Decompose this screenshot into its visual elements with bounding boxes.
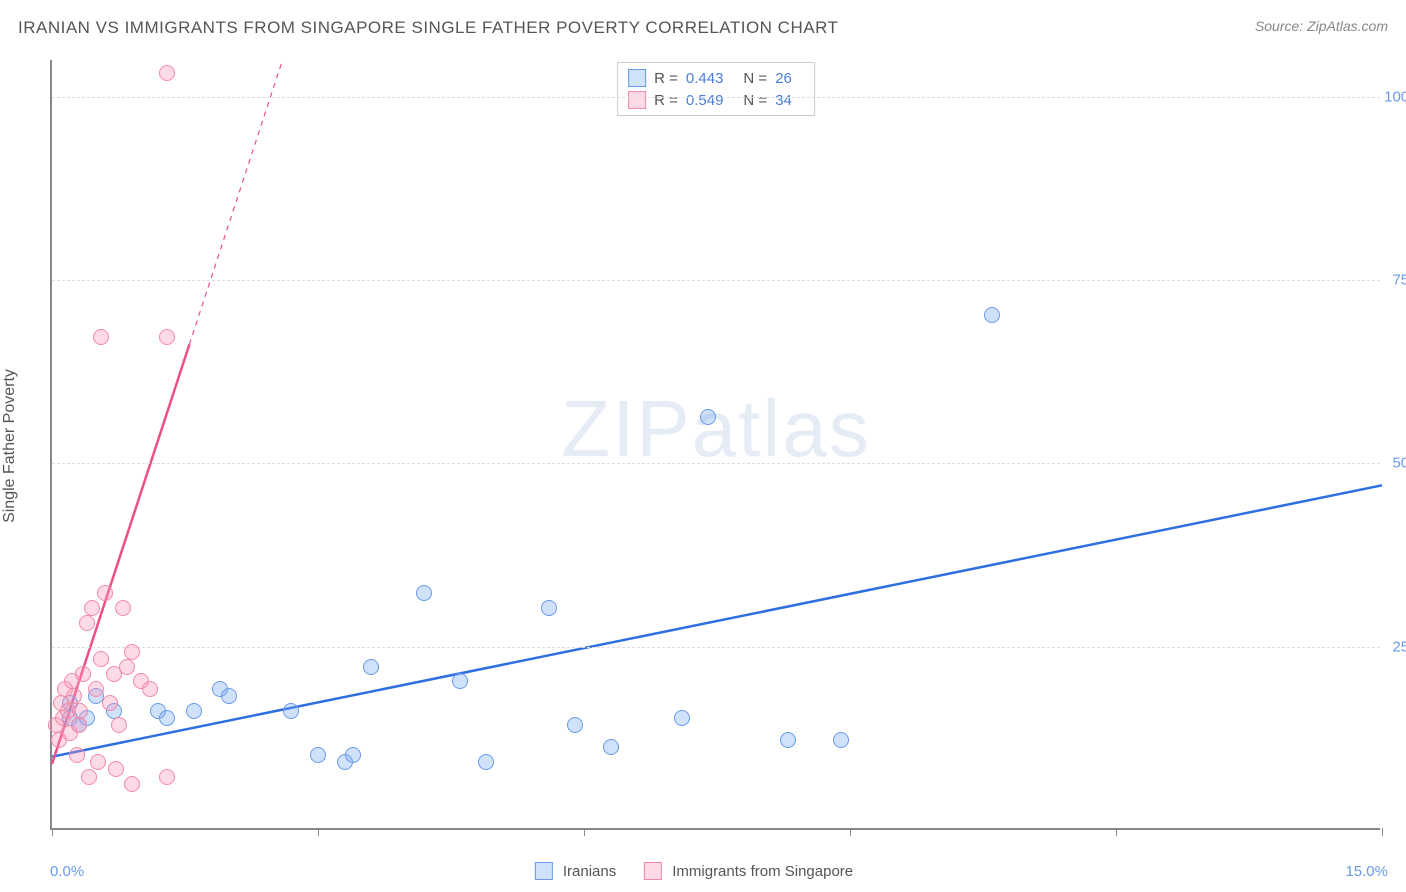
data-point [93, 329, 109, 345]
data-point [541, 600, 557, 616]
x-tick [318, 828, 319, 836]
trend-line [52, 485, 1382, 756]
data-point [984, 307, 1000, 323]
chart-title: IRANIAN VS IMMIGRANTS FROM SINGAPORE SIN… [18, 18, 838, 38]
y-tick-label: 25.0% [1392, 638, 1406, 655]
data-point [81, 769, 97, 785]
gridline [52, 97, 1380, 98]
data-point [674, 710, 690, 726]
data-point [452, 673, 468, 689]
data-point [108, 761, 124, 777]
y-tick-label: 50.0% [1392, 455, 1406, 472]
gridline [52, 647, 1380, 648]
data-point [159, 769, 175, 785]
legend-r-value: 0.443 [686, 70, 724, 87]
legend-swatch [644, 862, 662, 880]
data-point [603, 739, 619, 755]
trend-line-dashed [189, 60, 282, 344]
data-point [221, 688, 237, 704]
data-point [345, 747, 361, 763]
legend-swatch [628, 69, 646, 87]
gridline [52, 280, 1380, 281]
data-point [115, 600, 131, 616]
legend-n-label: N = [743, 92, 767, 109]
data-point [478, 754, 494, 770]
data-point [780, 732, 796, 748]
chart-container: IRANIAN VS IMMIGRANTS FROM SINGAPORE SIN… [0, 0, 1406, 892]
data-point [124, 644, 140, 660]
trend-lines-layer [52, 60, 1380, 828]
source-attribution: Source: ZipAtlas.com [1255, 18, 1388, 34]
data-point [363, 659, 379, 675]
y-axis-label: Single Father Poverty [1, 369, 19, 523]
data-point [124, 776, 140, 792]
data-point [90, 754, 106, 770]
data-point [69, 747, 85, 763]
x-axis-max-label: 15.0% [1345, 863, 1388, 880]
legend-series-name: Iranians [563, 863, 616, 880]
data-point [84, 600, 100, 616]
data-point [567, 717, 583, 733]
legend-r-label: R = [654, 92, 678, 109]
correlation-legend: R = 0.443 N = 26 R = 0.549 N = 34 [617, 62, 815, 116]
legend-n-value: 34 [775, 92, 792, 109]
data-point [97, 585, 113, 601]
data-point [119, 659, 135, 675]
x-tick [584, 828, 585, 836]
data-point [79, 615, 95, 631]
legend-r-value: 0.549 [686, 92, 724, 109]
data-point [159, 329, 175, 345]
legend-row: R = 0.443 N = 26 [628, 67, 804, 89]
x-tick [1116, 828, 1117, 836]
data-point [159, 65, 175, 81]
legend-n-label: N = [743, 70, 767, 87]
data-point [310, 747, 326, 763]
series-legend: Iranians Immigrants from Singapore [535, 862, 871, 880]
x-tick [1382, 828, 1383, 836]
legend-n-value: 26 [775, 70, 792, 87]
data-point [159, 710, 175, 726]
data-point [142, 681, 158, 697]
x-tick [52, 828, 53, 836]
legend-r-label: R = [654, 70, 678, 87]
data-point [88, 681, 104, 697]
data-point [416, 585, 432, 601]
legend-swatch [628, 91, 646, 109]
data-point [833, 732, 849, 748]
legend-swatch [535, 862, 553, 880]
legend-row: R = 0.549 N = 34 [628, 89, 804, 111]
y-tick-label: 100.0% [1384, 88, 1406, 105]
data-point [700, 409, 716, 425]
gridline [52, 463, 1380, 464]
data-point [72, 703, 88, 719]
data-point [102, 695, 118, 711]
y-tick-label: 75.0% [1392, 272, 1406, 289]
data-point [186, 703, 202, 719]
data-point [75, 666, 91, 682]
data-point [93, 651, 109, 667]
x-axis-min-label: 0.0% [50, 863, 84, 880]
data-point [66, 688, 82, 704]
data-point [283, 703, 299, 719]
data-point [111, 717, 127, 733]
legend-series-name: Immigrants from Singapore [672, 863, 853, 880]
plot-area: ZIPatlas R =0.443N =26R =0.549N =34 25.0… [50, 60, 1380, 830]
data-point [71, 717, 87, 733]
x-tick [850, 828, 851, 836]
